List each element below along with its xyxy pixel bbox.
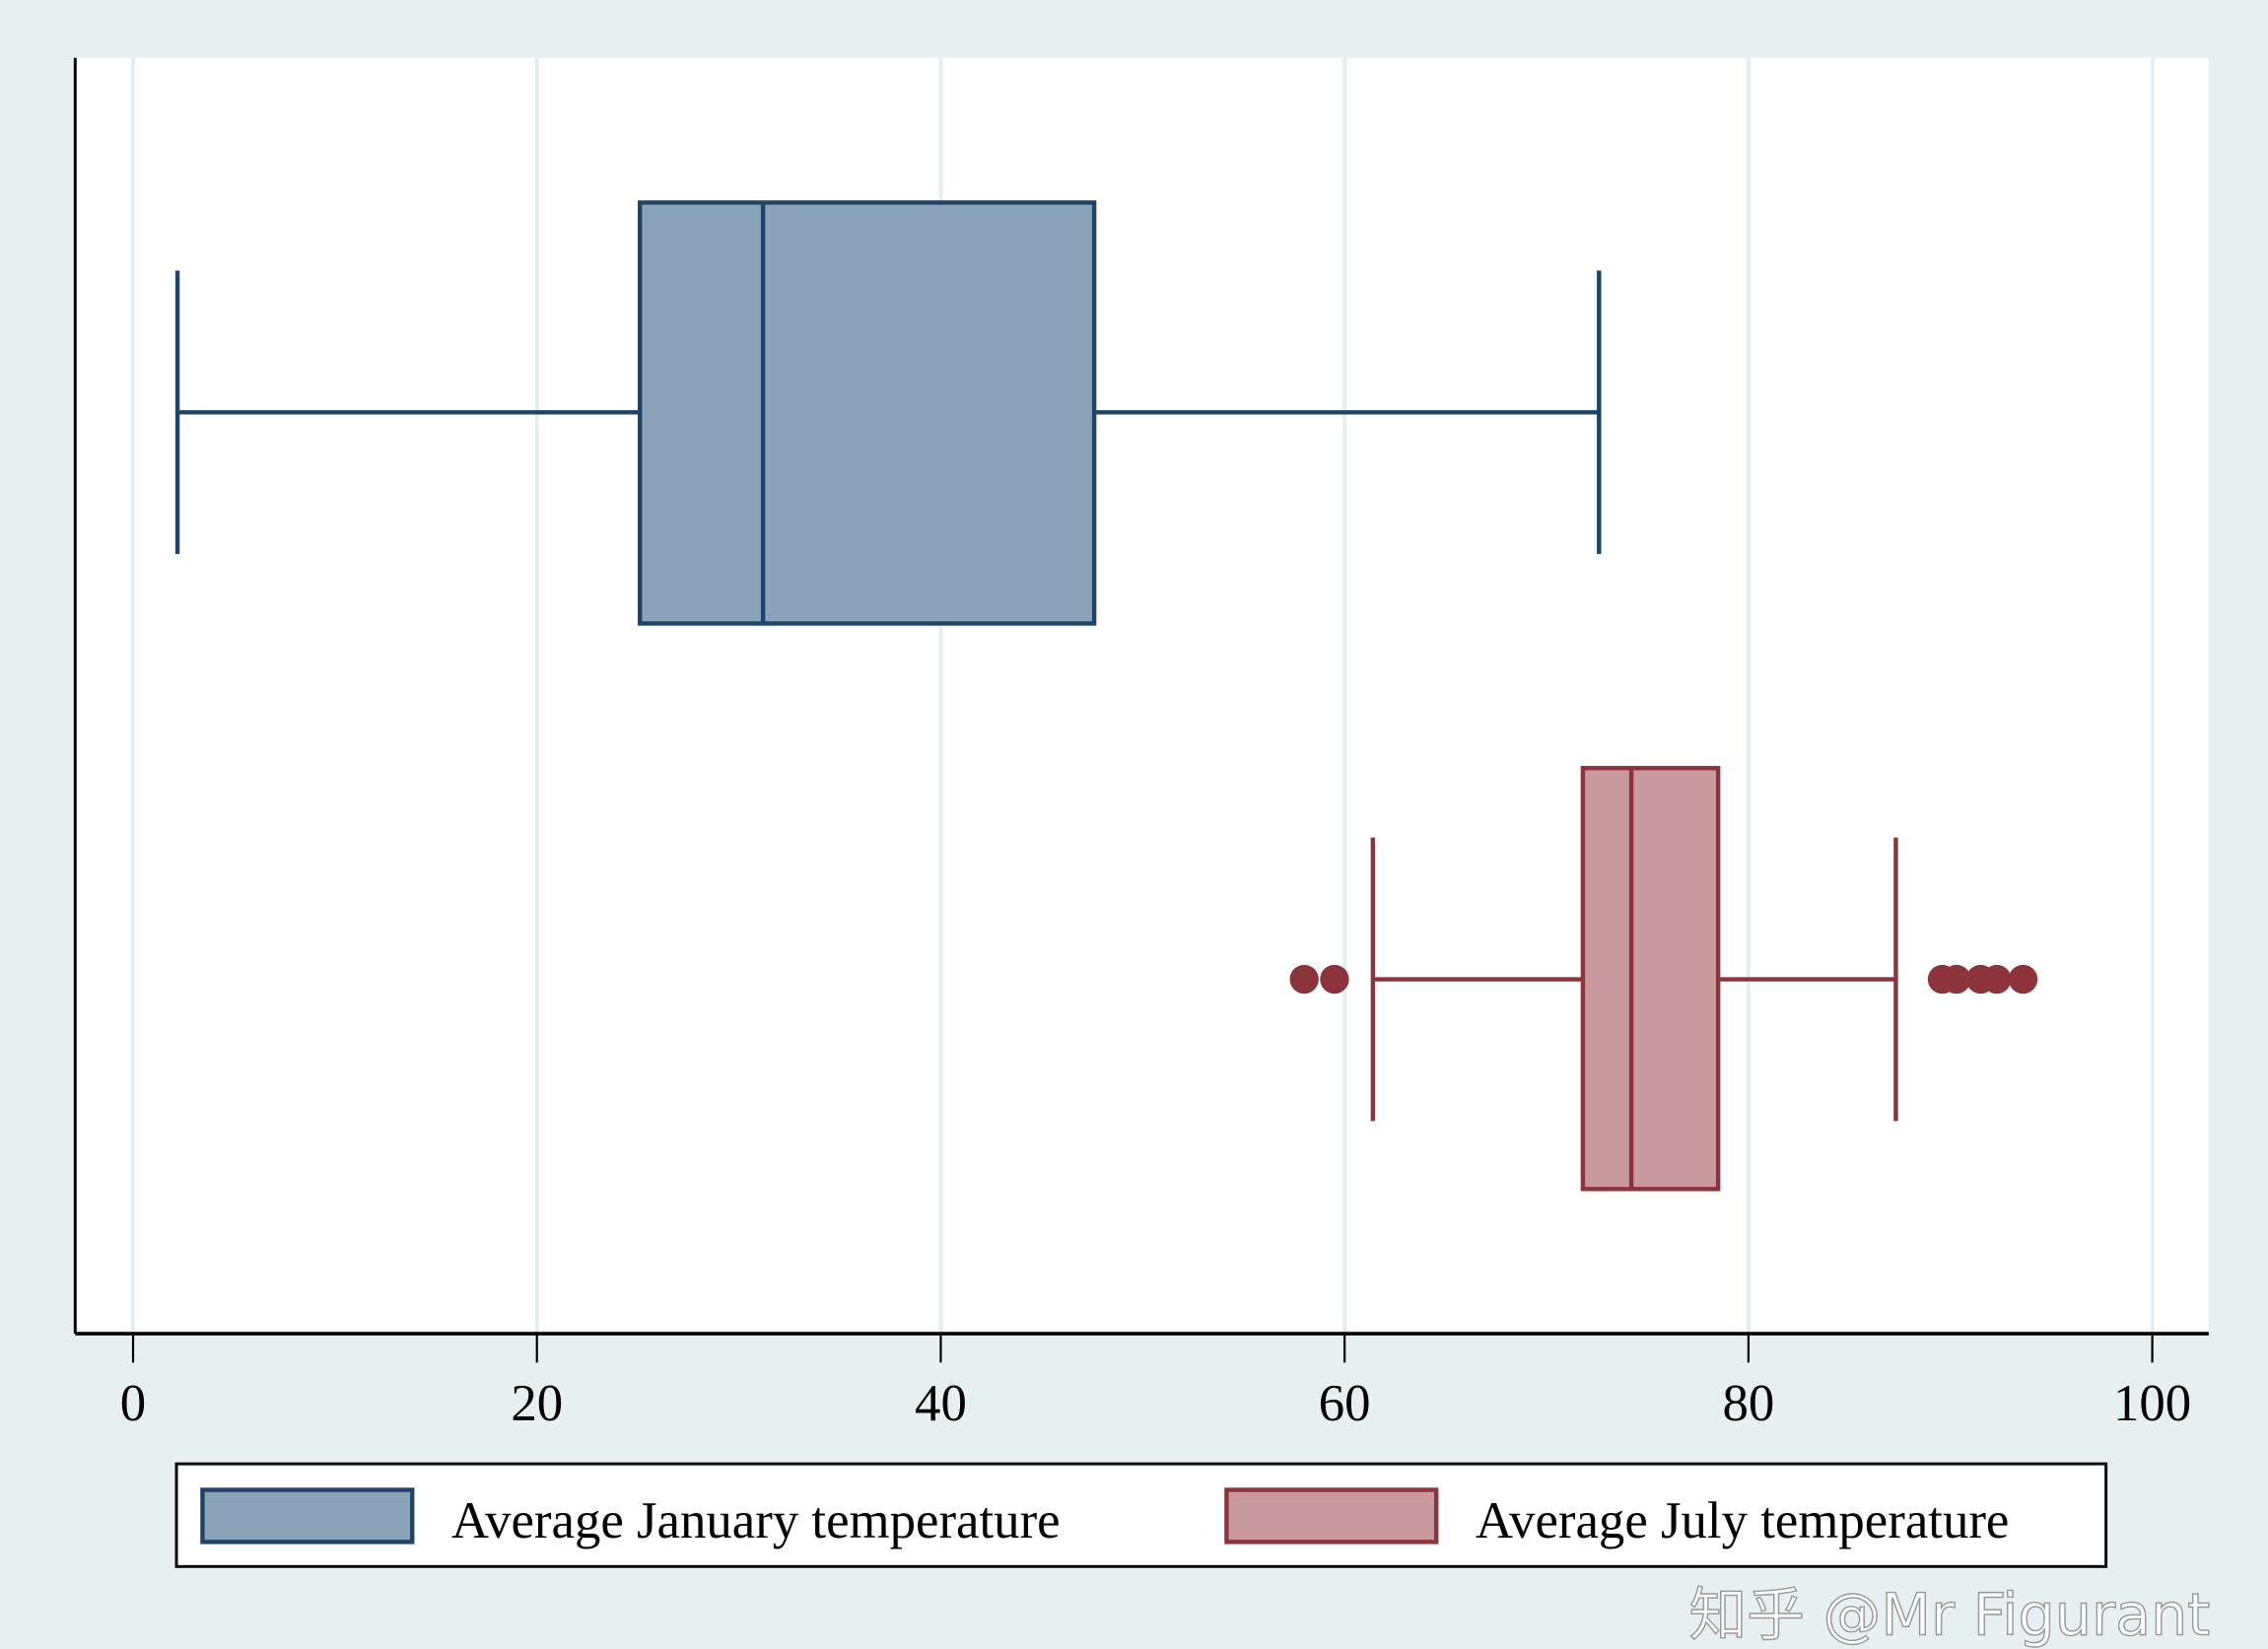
legend-box <box>174 1462 2108 1568</box>
legend: Average January temperature Average July … <box>174 1462 2108 1568</box>
outlier-point <box>1982 964 2012 995</box>
box-series-2 <box>1289 766 2038 1192</box>
legend-label: Average July temperature <box>1476 1492 2010 1549</box>
legend-label: Average January temperature <box>451 1492 1061 1549</box>
iqr-box <box>1580 766 1721 1192</box>
x-tick-label: 100 <box>2113 1375 2191 1432</box>
x-tick-label: 80 <box>1722 1375 1774 1432</box>
outlier-point <box>1942 964 1971 995</box>
x-tick-label: 20 <box>511 1375 563 1432</box>
boxes <box>174 200 2038 1192</box>
x-tick-label: 40 <box>915 1375 967 1432</box>
x-tick-label: 60 <box>1319 1375 1371 1432</box>
x-axis-ticks: 0 20 40 60 80 100 <box>120 1334 2191 1432</box>
x-tick-label: 0 <box>120 1375 146 1432</box>
box-series-1 <box>174 200 1602 626</box>
outlier-point <box>1320 964 1349 995</box>
outlier-point <box>1289 964 1319 995</box>
iqr-box <box>638 200 1097 626</box>
legend-swatch <box>200 1487 415 1545</box>
plot-area <box>75 57 2209 1335</box>
watermark: 知乎 @Mr Figurant <box>1689 1581 2211 1648</box>
outlier-point <box>2008 964 2038 995</box>
legend-swatch <box>1224 1487 1439 1545</box>
